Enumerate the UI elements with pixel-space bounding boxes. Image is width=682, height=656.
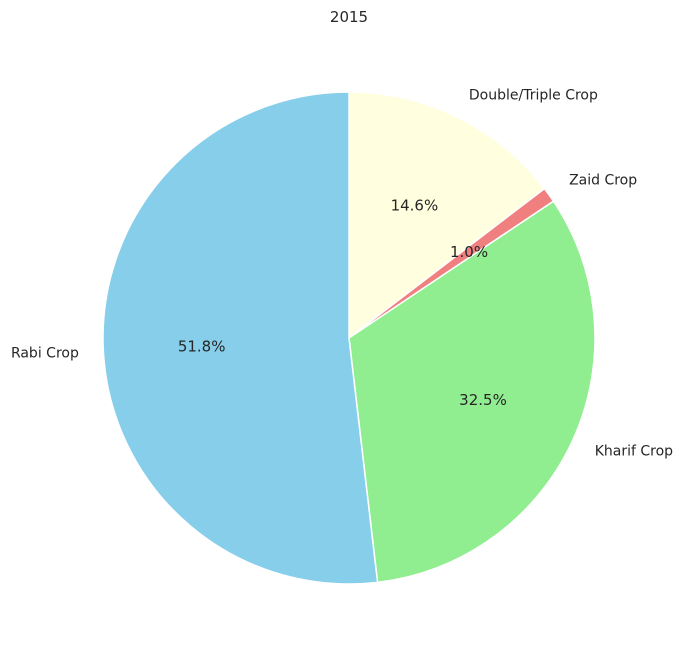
pie-pct-label-rabi-crop: 51.8%: [178, 338, 226, 356]
pie-category-label-rabi-crop: Rabi Crop: [11, 346, 79, 362]
pie-pct-label-double-triple-crop: 14.6%: [391, 197, 439, 215]
chart-title: 2015: [330, 8, 368, 26]
pie-category-label-zaid-crop: Zaid Crop: [569, 173, 637, 189]
pie-category-label-kharif-crop: Kharif Crop: [595, 443, 673, 459]
pie-slices: [102, 91, 596, 585]
pie-slice-kharif-crop: [348, 200, 596, 584]
pie-labels: 14.6% Double/Triple Crop 1.0% Zaid Crop 32.5…: [11, 87, 673, 459]
pie-slice-double-triple-crop: [348, 91, 546, 340]
pie-pct-label-kharif-crop: 32.5%: [459, 391, 507, 409]
pie-pct-label-zaid-crop: 1.0%: [450, 243, 488, 261]
pie-slice-rabi-crop: [102, 91, 379, 585]
pie-category-label-double-triple-crop: Double/Triple Crop: [469, 87, 598, 103]
